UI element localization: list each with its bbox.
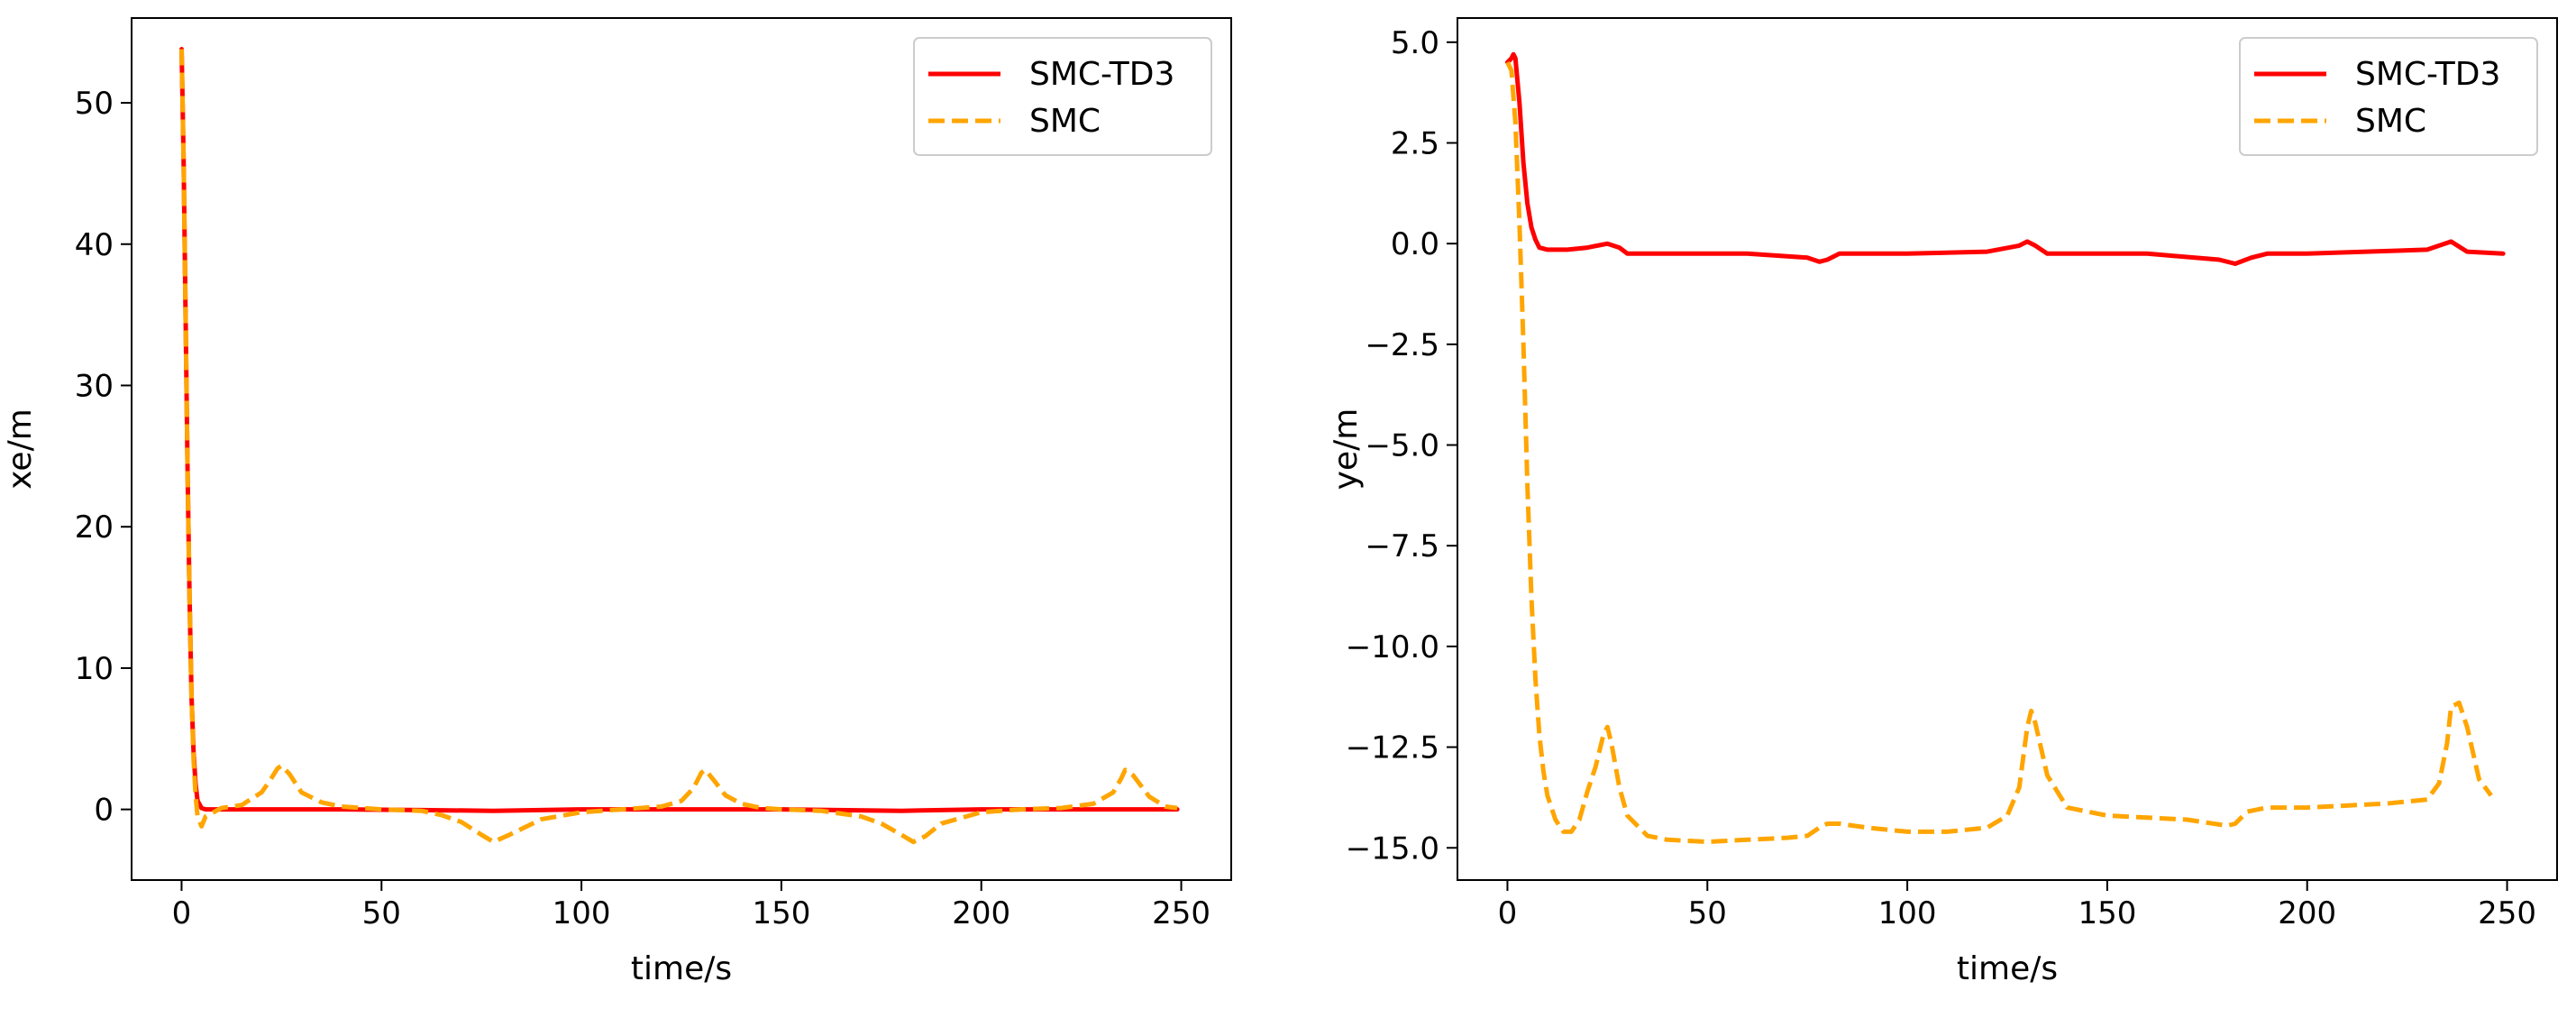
axes-frame [1457, 17, 2558, 881]
y-tick-label: 5.0 [1391, 25, 1439, 61]
axes-frame [131, 17, 1232, 881]
y-tick-label: 10 [75, 651, 114, 687]
x-tick-label: 250 [1152, 895, 1210, 931]
x-tick-label: 0 [1498, 895, 1518, 931]
y-tick-label: 20 [75, 509, 114, 546]
x-tick-label: 200 [952, 895, 1010, 931]
x-tick-label: 200 [2278, 895, 2336, 931]
legend-label: SMC-TD3 [1029, 56, 1174, 93]
y-axis-label: xe/m [2, 408, 39, 490]
series-line-smc-td3 [1505, 51, 2506, 266]
x-tick-label: 100 [1878, 895, 1937, 931]
y-tick-label: −12.5 [1346, 730, 1439, 766]
x-tick-label: 50 [1688, 895, 1727, 931]
y-tick-label: −10.0 [1346, 629, 1439, 665]
y-tick-label: 2.5 [1391, 125, 1439, 161]
y-tick-label: 30 [75, 368, 114, 404]
x-tick-label: 0 [172, 895, 192, 931]
y-tick-label: −2.5 [1365, 327, 1439, 363]
x-tick-label: 150 [752, 895, 810, 931]
chart-xe: 0 50 100 150 200 250 0 10 20 30 40 50 time/s xe/m SMC-… [2, 17, 1232, 987]
series-line-smc [179, 49, 1178, 845]
y-axis-label: ye/m [1328, 408, 1365, 491]
x-tick-label: 150 [2078, 895, 2136, 931]
y-tick-label: −5.0 [1365, 428, 1439, 464]
x-axis-label: time/s [1957, 950, 2058, 987]
x-tick-label: 50 [362, 895, 401, 931]
y-tick-label: 0.0 [1391, 226, 1439, 262]
y-tick-label: −7.5 [1365, 528, 1439, 564]
y-tick-label: 40 [75, 227, 114, 263]
legend-label: SMC [1029, 103, 1101, 140]
legend-box [913, 37, 1212, 156]
legend-box [2239, 37, 2538, 156]
y-tick-label: 0 [94, 793, 114, 829]
y-tick-label: −15.0 [1346, 830, 1439, 867]
x-tick-label: 100 [553, 895, 611, 931]
legend-label: SMC [2355, 103, 2426, 140]
series-line-smc-td3 [179, 47, 1180, 813]
x-axis-label: time/s [631, 950, 732, 987]
y-tick-label: 50 [75, 86, 114, 122]
series-line-smc [1505, 61, 2493, 845]
x-tick-label: 250 [2478, 895, 2536, 931]
chart-ye: 0 50 100 150 200 250 5.0 2.5 0.0 −2.5 −5.0 −7.5 −10.… [1328, 17, 2558, 987]
legend-label: SMC-TD3 [2355, 56, 2500, 93]
